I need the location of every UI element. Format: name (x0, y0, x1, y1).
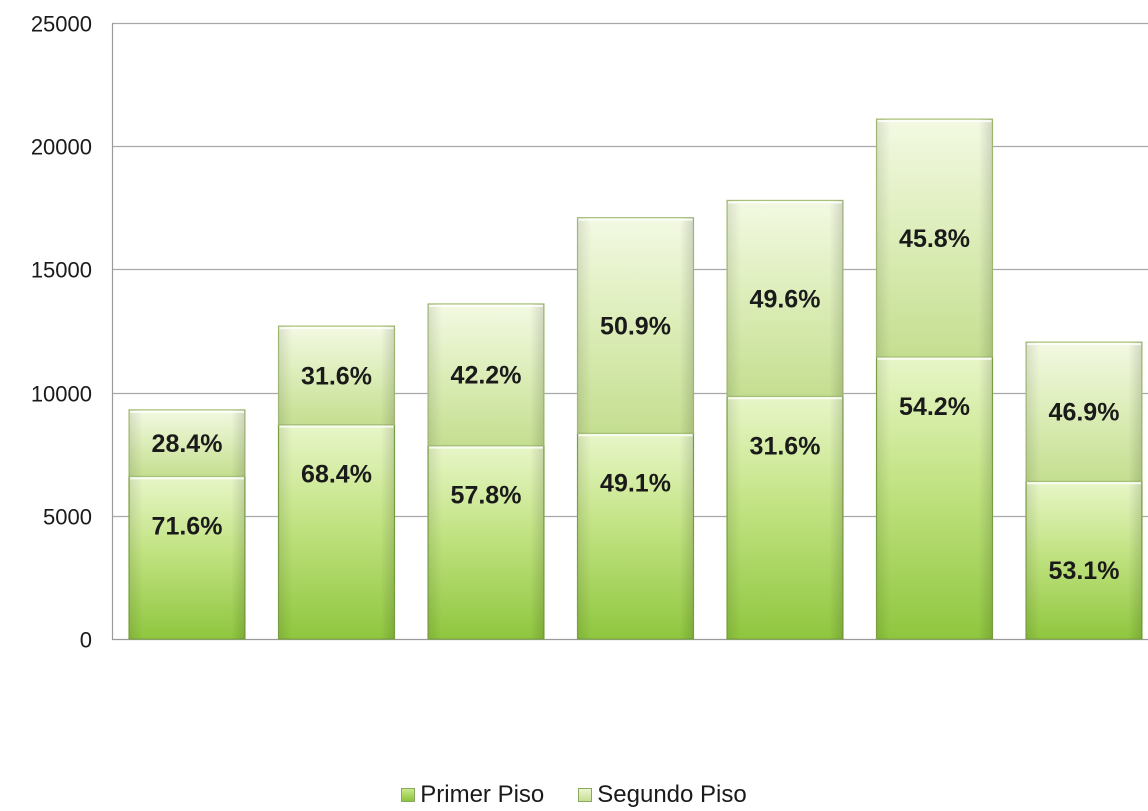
bar-shading (278, 424, 395, 639)
legend-label-segundo-piso: Segundo Piso (597, 781, 747, 808)
y-tick-label: 25000 (31, 12, 92, 37)
bar-segment-segundo-piso[interactable] (726, 199, 844, 397)
bar-shading (577, 217, 694, 434)
bar-segment-segundo-piso[interactable] (1025, 341, 1143, 482)
data-label: 71.6% (152, 512, 223, 540)
y-axis: 0 5000 10000 15000 20000 25000 (31, 12, 114, 653)
bar-shading (1026, 342, 1142, 482)
data-label: 42.2% (451, 362, 522, 390)
y-tick-label: 5000 (43, 505, 92, 530)
bars (128, 118, 1143, 640)
bar-shading (278, 326, 395, 425)
bar-shading (428, 445, 544, 639)
bar-segment-segundo-piso[interactable] (277, 325, 396, 426)
bar-shading (1026, 481, 1142, 639)
bar-segment-segundo-piso[interactable] (875, 118, 994, 358)
bar-segment-primer-piso[interactable] (128, 475, 246, 640)
data-label: 46.9% (1049, 399, 1120, 427)
stacked-bar-chart: 0 5000 10000 15000 20000 25000 71.6% 28.4% 68.4… (31, 12, 1148, 653)
bar-shading (876, 119, 993, 357)
bar-shading (129, 476, 245, 639)
data-label: 28.4% (152, 430, 223, 458)
data-label: 54.2% (899, 393, 970, 421)
data-label: 49.1% (600, 469, 671, 497)
bar-segment-segundo-piso[interactable] (576, 217, 695, 434)
y-tick-label: 15000 (31, 258, 92, 283)
legend-swatch-primer-piso (401, 788, 416, 802)
data-label: 31.6% (301, 362, 372, 390)
data-label: 53.1% (1049, 557, 1120, 585)
data-label: 31.6% (750, 432, 821, 460)
bar-shading (129, 409, 245, 477)
legend-item-primer-piso[interactable]: Primer Piso (401, 781, 544, 809)
data-label: 57.8% (451, 482, 522, 510)
legend-swatch-segundo-piso (578, 788, 593, 802)
bar-segment-primer-piso[interactable] (1025, 480, 1143, 640)
bar-shading (428, 303, 544, 446)
y-tick-label: 20000 (31, 135, 92, 160)
data-label: 50.9% (600, 312, 671, 340)
bar-shading (727, 396, 843, 639)
bar-shading (727, 200, 843, 397)
data-label: 45.8% (899, 225, 970, 253)
data-label: 49.6% (750, 285, 821, 313)
bar-segment-segundo-piso[interactable] (427, 303, 545, 447)
bar-shading (577, 433, 694, 639)
legend-label-primer-piso: Primer Piso (420, 781, 545, 808)
y-tick-label: 10000 (31, 382, 92, 407)
bar-segment-primer-piso[interactable] (427, 444, 545, 640)
data-labels: 71.6% 28.4% 68.4% 31.6% 57.8% 42.2% 49.1% 50.9%… (152, 225, 1120, 585)
bar-shading (876, 356, 993, 639)
legend: Primer Piso Segundo Piso (0, 781, 1148, 809)
legend-item-segundo-piso[interactable]: Segundo Piso (578, 781, 747, 809)
bar-segment-primer-piso[interactable] (875, 356, 994, 640)
bar-segment-primer-piso[interactable] (726, 395, 844, 640)
data-label: 68.4% (301, 461, 372, 489)
bar-segment-segundo-piso[interactable] (128, 409, 246, 477)
bar-segment-primer-piso[interactable] (576, 432, 695, 640)
bar-segment-primer-piso[interactable] (277, 424, 396, 640)
y-tick-label: 0 (80, 628, 92, 653)
